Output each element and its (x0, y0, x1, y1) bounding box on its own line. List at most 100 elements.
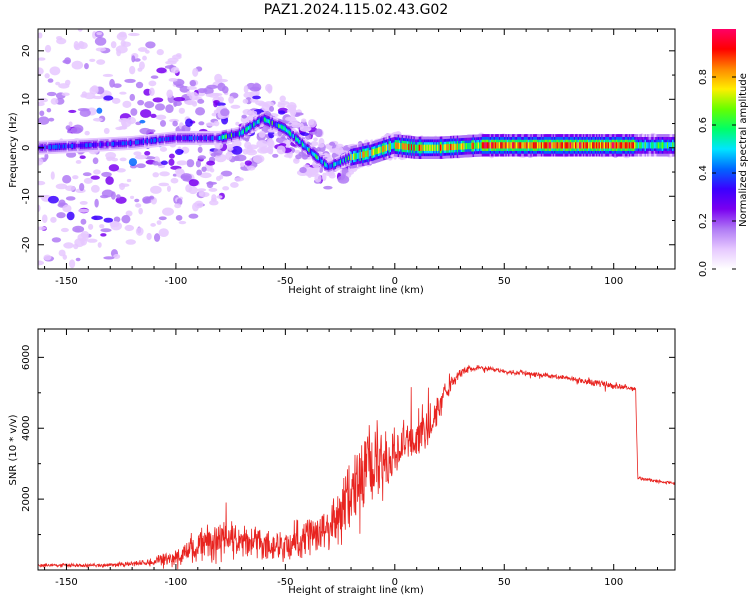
heatmap-cell (230, 104, 241, 109)
heatmap-cell (299, 167, 307, 174)
heatmap-cell (88, 223, 94, 230)
heatmap-cell (50, 216, 57, 223)
heatmap-cell (80, 231, 89, 239)
heatmap-cell (51, 237, 62, 243)
heatmap-cell (197, 88, 208, 94)
heatmap-cell (197, 146, 203, 153)
snr-x-tick-label: 50 (498, 577, 511, 588)
heatmap-cell (159, 171, 170, 177)
heatmap-cell (129, 65, 136, 75)
heatmap-cell (144, 150, 151, 156)
heatmap-cell (101, 171, 112, 178)
heatmap-cell (228, 95, 235, 104)
heatmap-cell (142, 198, 150, 204)
heatmap-cell (62, 175, 72, 184)
heatmap-cell (231, 139, 242, 148)
heatmap-cell (137, 67, 143, 72)
heatmap-cell (188, 213, 199, 219)
heatmap-cell (158, 182, 170, 187)
heatmap-cell (150, 113, 157, 119)
snr-series (38, 364, 675, 570)
heatmap-cell (129, 93, 136, 102)
heatmap-cell (159, 119, 167, 127)
heatmap-cell (154, 103, 166, 111)
heatmap-cell (317, 143, 325, 148)
heatmap-cell (170, 66, 180, 74)
heatmap-cell (100, 233, 107, 237)
heatmap-cell (83, 92, 96, 100)
heatmap-cell (245, 149, 256, 153)
heatmap-cell (290, 122, 302, 128)
heatmap-cell (314, 173, 322, 183)
heatmap-cell (44, 73, 50, 79)
heatmap-cell (192, 101, 198, 107)
heatmap-cell (153, 233, 161, 242)
heatmap-cell (150, 185, 162, 194)
heatmap-cell (41, 214, 48, 224)
heatmap-cell (135, 203, 142, 208)
heatmap-cell (122, 100, 132, 109)
heatmap-cell (146, 232, 152, 241)
heatmap-cell (209, 168, 215, 173)
heatmap-cell (38, 97, 48, 103)
colorbar-label: Normalized spectral amplitude (738, 73, 749, 227)
heatmap-cell (125, 210, 133, 217)
heatmap-cell (150, 75, 159, 79)
heatmap-cell (269, 106, 275, 112)
heatmap-cell (58, 199, 66, 207)
heatmap-cell (196, 169, 203, 176)
heatmap-cell (206, 160, 216, 166)
heatmap-cell (176, 160, 188, 166)
heatmap-cell (38, 204, 41, 213)
heatmap-cell (256, 139, 268, 149)
heatmap-cell (144, 101, 155, 109)
heatmap-cell (235, 121, 240, 126)
heatmap-cell (246, 165, 256, 171)
heatmap-cell (83, 177, 93, 184)
heatmap-cell (258, 130, 266, 138)
heatmap-cell (38, 57, 46, 61)
heatmap-cell (64, 79, 71, 86)
heatmap-cell (227, 147, 234, 151)
heatmap-cell (281, 134, 286, 140)
heatmap-cell (265, 83, 273, 92)
heatmap-cell (149, 129, 156, 133)
heatmap-cell (252, 154, 265, 164)
heatmap-cell (80, 218, 87, 225)
heatmap-cell (103, 95, 114, 101)
heatmap-cell (186, 159, 195, 168)
colorbar-gradient (712, 29, 736, 269)
heatmap-cell (120, 39, 126, 47)
heatmap-cell (174, 203, 182, 209)
heatmap-cell (38, 67, 44, 75)
heatmap-cell (116, 49, 122, 57)
heatmap-cell (214, 153, 227, 163)
heatmap-cell (185, 184, 193, 193)
heatmap-cell (308, 119, 315, 126)
heatmap-cell (118, 183, 130, 188)
heatmap-cell (103, 127, 110, 134)
heatmap-cell (38, 226, 47, 231)
heatmap-cell (63, 242, 74, 249)
heatmap-cell (278, 110, 286, 115)
heatmap-cell (152, 172, 160, 178)
heatmap-cell (145, 41, 156, 49)
heatmap-cell (314, 128, 323, 138)
heatmap-cell (137, 47, 148, 52)
heatmap-cell (252, 111, 258, 116)
heatmap-cell (82, 172, 92, 177)
heatmap-cell (178, 107, 186, 114)
heatmap-cell (205, 93, 213, 98)
heatmap-cell (139, 127, 151, 135)
heatmap-cell (150, 223, 156, 227)
heatmap-cell (65, 196, 76, 201)
heatmap-cell (50, 171, 55, 180)
heatmap-cell (231, 145, 243, 155)
heatmap-cell (215, 102, 226, 107)
heatmap-cell (91, 184, 100, 193)
heatmap-cell (133, 151, 142, 156)
spectrogram-y-tick-label: -20 (21, 237, 32, 253)
heatmap-cell (220, 108, 230, 117)
heatmap-cell (158, 216, 167, 221)
